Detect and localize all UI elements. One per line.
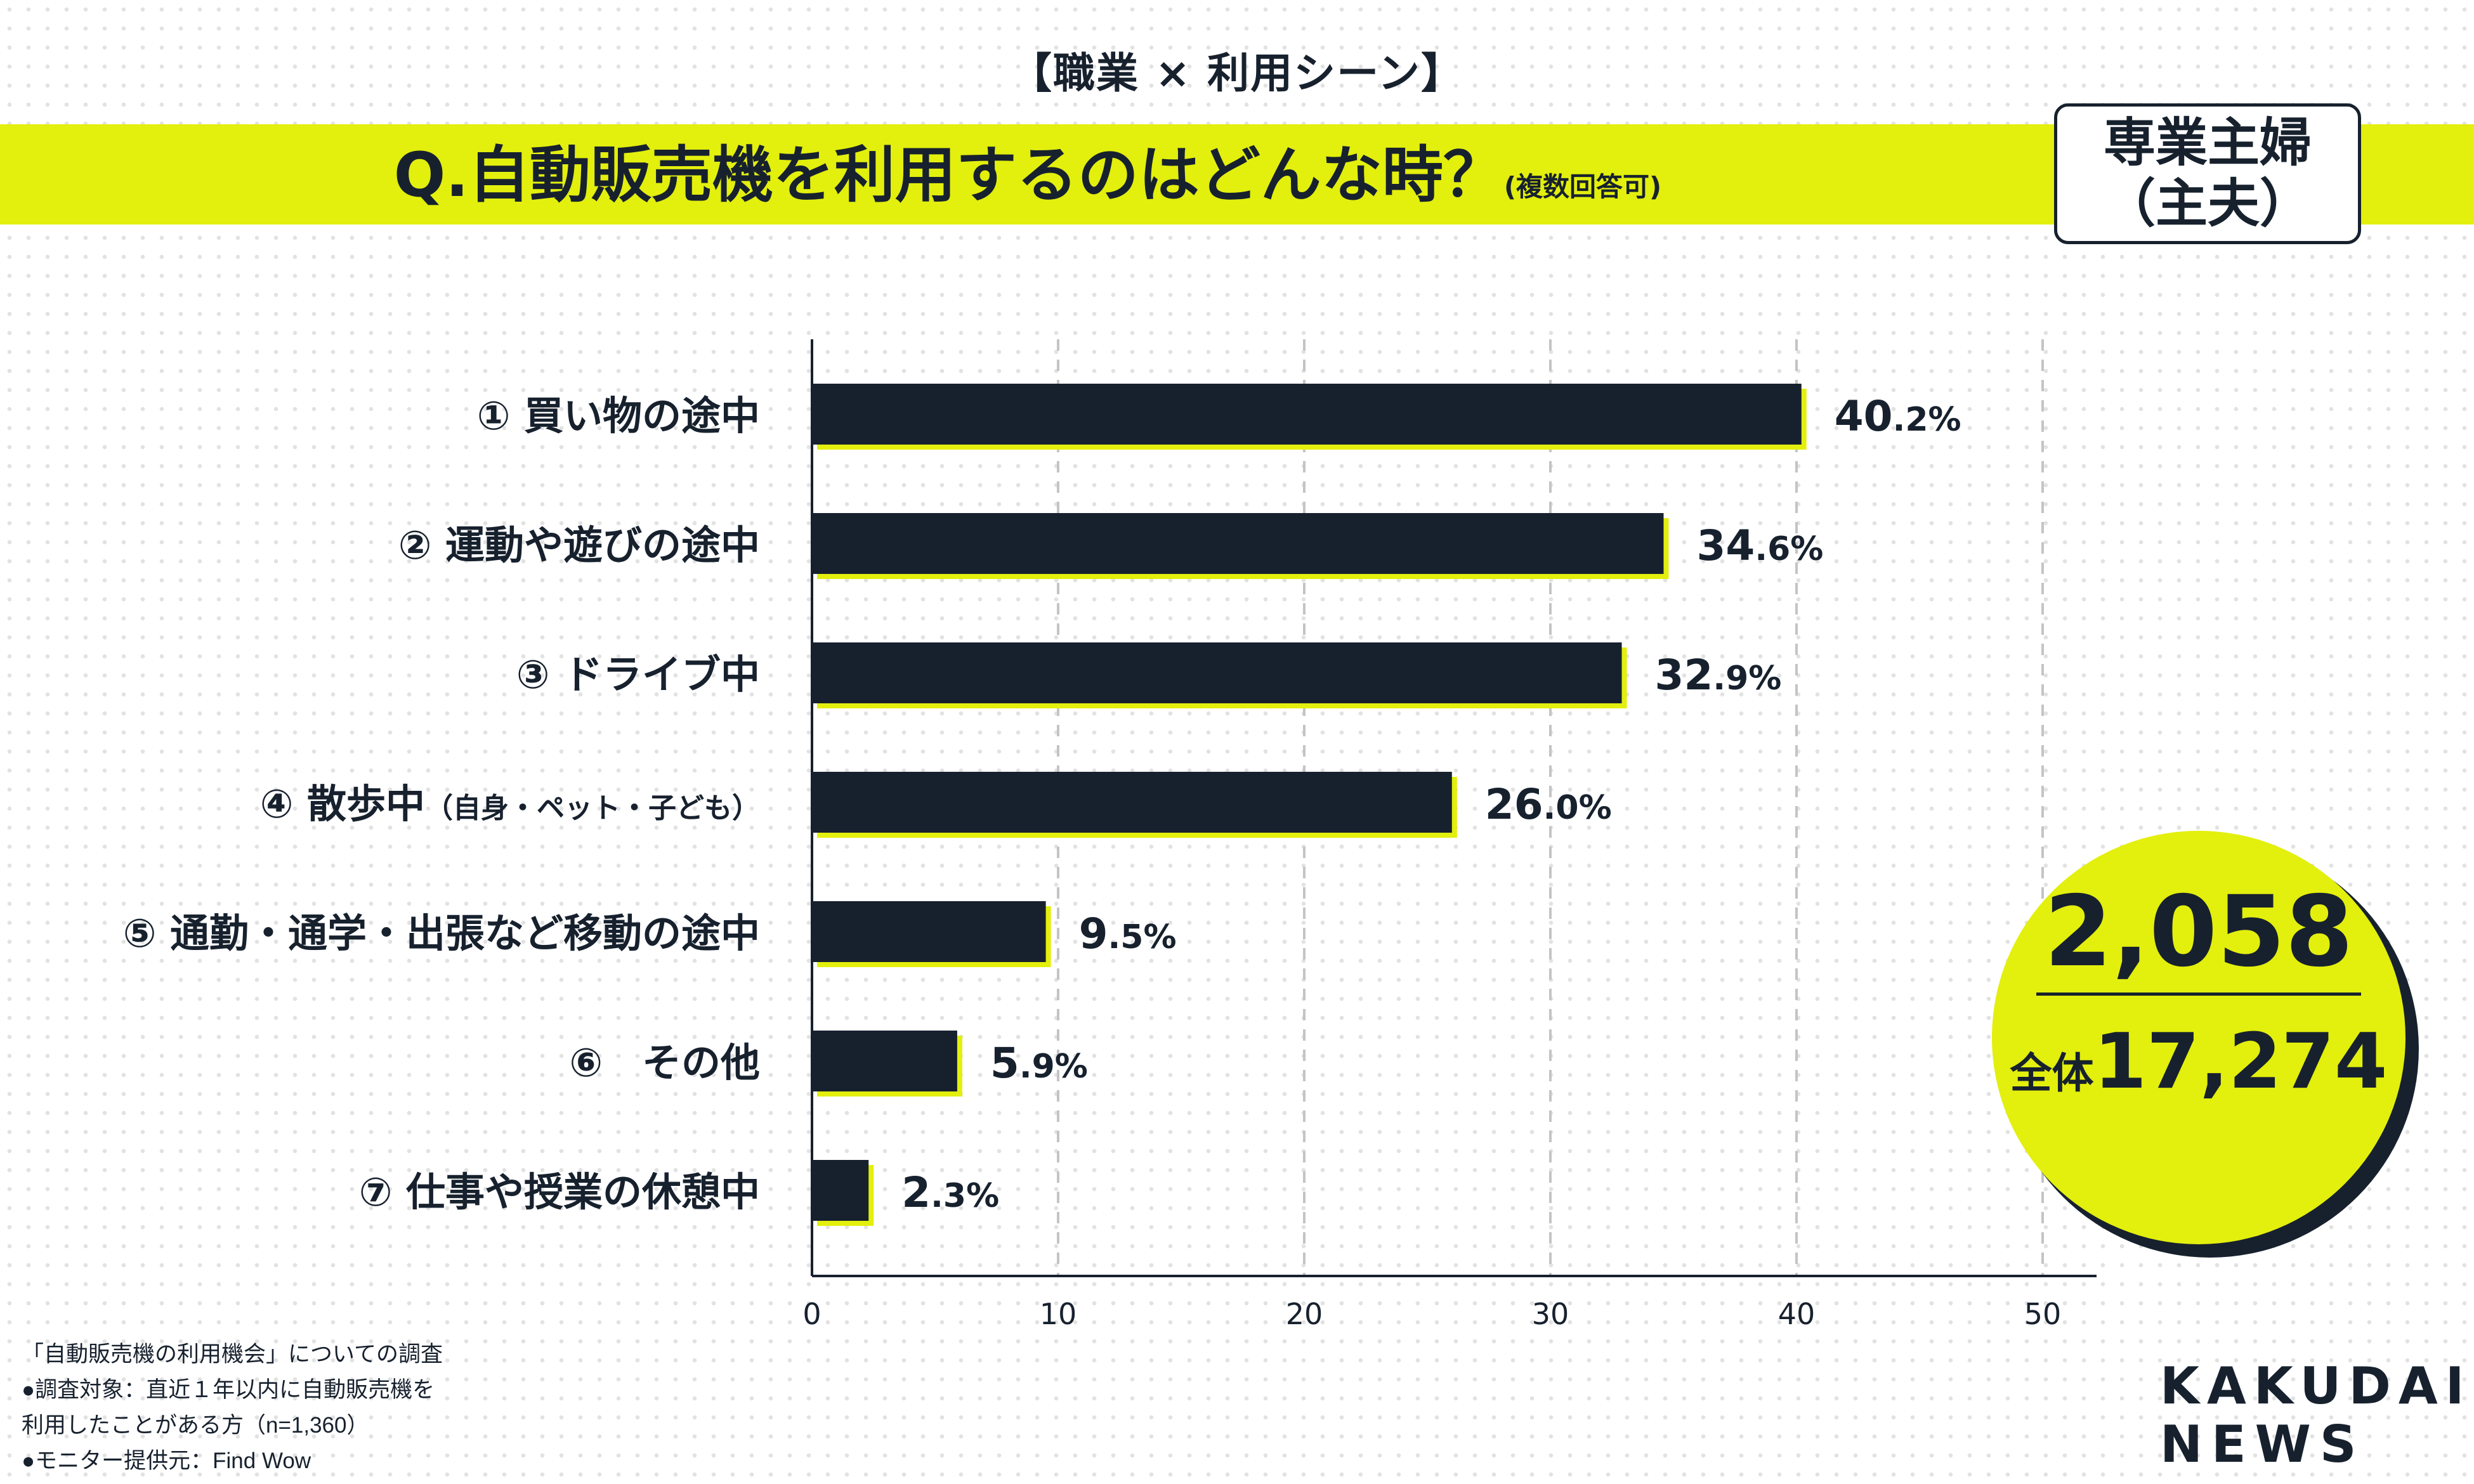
axes [811, 339, 2097, 1277]
category-label: ⑥ その他 [570, 1039, 761, 1086]
value-label: 26.0% [1485, 780, 1612, 829]
value-label: 5.9% [990, 1039, 1088, 1088]
x-tick-label: 10 [1040, 1297, 1077, 1331]
total-count: 17,274 [2093, 1018, 2388, 1106]
count-divider [2036, 993, 2361, 996]
value-label: 2.3% [901, 1168, 999, 1217]
segment-label-line1: 専業主婦 [2103, 113, 2312, 173]
footnote-provider: ●モニター提供元：Find Wow [22, 1448, 311, 1473]
count-circle [1992, 831, 2405, 1244]
total-count-row: 全体17,274 [1992, 1015, 2405, 1110]
segment-count: 2,058 [2044, 875, 2353, 989]
category-label: ⑤ 通勤・通学・出張など移動の途中 [123, 910, 760, 956]
footnote-target-cont: 利用したことがある方（n=1,360） [22, 1413, 369, 1438]
category-label: ① 買い物の途中 [477, 393, 760, 439]
segment-label-line2: （主夫） [2103, 174, 2312, 234]
bar [812, 513, 1664, 574]
bar [812, 1160, 869, 1221]
x-tick-label: 50 [2024, 1297, 2062, 1331]
value-label: 32.9% [1655, 651, 1782, 700]
footnote-survey-title: 「自動販売機の利用機会」についての調査 [22, 1342, 443, 1367]
segment-badge: 専業主婦 （主夫） [2054, 103, 2361, 244]
kakudai-news-logo: KAKUDAI NEWS [2160, 1357, 2472, 1474]
x-tick-label: 30 [1532, 1297, 1569, 1331]
bar [812, 1031, 957, 1091]
x-tick-label: 0 [802, 1297, 821, 1331]
footnote-target: ●調査対象：直近１年以内に自動販売機を [22, 1377, 435, 1402]
value-label: 9.5% [1079, 909, 1177, 958]
category-label: ③ ドライブ中 [516, 651, 760, 698]
category-label: ⑦ 仕事や授業の休憩中 [359, 1169, 760, 1215]
x-tick-label: 40 [1778, 1297, 1816, 1331]
value-label: 34.6% [1696, 521, 1823, 570]
bar [812, 901, 1046, 962]
question-note: (複数回答可) [1503, 171, 1662, 202]
x-tick-label: 20 [1286, 1297, 1323, 1331]
chart-subtitle: 【職業 × 利用シーン】 [1010, 49, 1464, 98]
question-title: Q.自動販売機を利用するのはどんな時？(複数回答可) [0, 138, 2055, 224]
logo-line1: KAKUDAI [2160, 1357, 2472, 1416]
total-label: 全体 [2010, 1049, 2094, 1098]
bar [812, 642, 1622, 703]
logo-line2: NEWS [2160, 1415, 2366, 1474]
bars [812, 384, 1807, 1226]
bar [812, 772, 1452, 833]
category-label: ② 運動や遊びの途中 [398, 522, 760, 568]
bar [812, 384, 1802, 445]
value-label: 40.2% [1835, 392, 1961, 441]
category-label: ④ 散歩中（自身・ペット・子ども） [260, 781, 760, 827]
question-text: Q.自動販売機を利用するのはどんな時？ [393, 140, 1504, 211]
labels: 0 10 20 30 40 50 ① 買い物の途中 40.2% ② 運動や遊びの途中 34.6% ③… [123, 392, 2061, 1331]
footnotes: 「自動販売機の利用機会」についての調査 ●調査対象：直近１年以内に自動販売機を … [22, 1337, 443, 1479]
